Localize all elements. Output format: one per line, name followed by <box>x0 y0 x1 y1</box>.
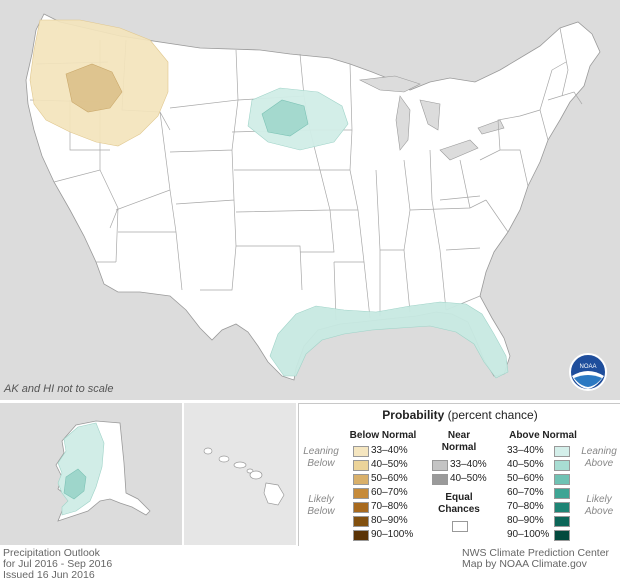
near-normal-label: 40–50% <box>450 473 487 484</box>
footer-right: NWS Climate Prediction Center Map by NOA… <box>462 548 609 570</box>
above-normal-label: 40–50% <box>507 459 544 470</box>
above-normal-33-40-gulf-coast <box>269 301 509 379</box>
noaa-logo-text: NOAA <box>579 364 596 370</box>
above-normal-label: 60–70% <box>507 487 544 498</box>
likely-below-label: Likely Below <box>301 494 341 518</box>
below-normal-label: 50–60% <box>371 473 408 484</box>
equal-chances-header-2: Chances <box>438 504 480 515</box>
above-normal-label: 90–100% <box>507 529 550 540</box>
hawaii-inset <box>184 403 296 545</box>
footer-left: Precipitation Outlook for Jul 2016 - Sep… <box>3 548 112 581</box>
near-normal-header-1: Near <box>447 430 471 441</box>
map-scale-note: AK and HI not to scale <box>4 383 114 395</box>
probability-legend: Probability (percent chance) Below Norma… <box>298 403 620 546</box>
leaning-below-word-1: Leaning <box>303 446 339 457</box>
above-normal-label: 70–80% <box>507 501 544 512</box>
legend-title-rest: (percent chance) <box>444 408 538 422</box>
below-normal-label: 80–90% <box>371 515 408 526</box>
leaning-below-label: Leaning Below <box>301 446 341 470</box>
near-normal-header-2: Normal <box>441 442 477 453</box>
legend-title: Probability (percent chance) <box>299 408 620 422</box>
above-normal-swatch <box>554 516 570 527</box>
below-normal-swatch <box>353 474 369 485</box>
below-normal-label: 70–80% <box>371 501 408 512</box>
below-normal-label: 60–70% <box>371 487 408 498</box>
below-normal-header: Below Normal <box>349 430 417 441</box>
legend-title-bold: Probability <box>382 408 445 422</box>
credit-cpc: NWS Climate Prediction Center <box>462 547 610 559</box>
below-normal-swatch <box>353 488 369 499</box>
above-normal-swatch <box>554 474 570 485</box>
alaska-map-svg <box>55 420 151 522</box>
below-normal-label: 40–50% <box>371 459 408 470</box>
above-normal-swatch <box>554 460 570 471</box>
above-normal-40-50-south-dakota <box>261 99 309 137</box>
equal-chances-swatch <box>452 521 468 532</box>
above-normal-header: Above Normal <box>509 430 577 441</box>
great-lakes <box>358 75 505 161</box>
above-normal-label: 80–90% <box>507 515 544 526</box>
hawaii-islands <box>203 447 285 506</box>
below-normal-40-50-oregon-idaho <box>65 63 123 113</box>
issued-date: Issued 16 Jun 2016 <box>3 569 95 581</box>
below-normal-swatch <box>353 530 369 541</box>
near-normal-label: 33–40% <box>450 459 487 470</box>
above-normal-label: 50–60% <box>507 473 544 484</box>
leaning-below-word-2: Below <box>307 458 335 469</box>
above-normal-swatch <box>554 446 570 457</box>
outlook-title: Precipitation Outlook <box>3 547 100 559</box>
below-normal-label: 33–40% <box>371 445 408 456</box>
equal-chances-header-1: Equal <box>445 492 473 503</box>
alaska-above-normal-40-50 <box>63 468 87 500</box>
below-normal-label: 90–100% <box>371 529 414 540</box>
likely-below-word-2: Below <box>307 506 335 517</box>
likely-below-word-1: Likely <box>308 494 334 505</box>
leaning-above-label: Leaning Above <box>579 446 619 470</box>
alaska-inset <box>0 403 182 545</box>
near-normal-swatch <box>432 460 448 471</box>
above-normal-swatch <box>554 488 570 499</box>
near-normal-swatch <box>432 474 448 485</box>
below-normal-swatch <box>353 502 369 513</box>
hawaii-map-svg <box>203 447 285 506</box>
above-normal-swatch <box>554 530 570 541</box>
us-map-svg: NOAA <box>25 13 607 391</box>
outlook-period: for Jul 2016 - Sep 2016 <box>3 558 113 570</box>
below-normal-swatch <box>353 446 369 457</box>
leaning-above-word-2: Above <box>584 458 614 469</box>
credit-map: Map by NOAA Climate.gov <box>462 558 587 570</box>
noaa-logo: NOAA <box>569 353 607 391</box>
leaning-above-word-1: Leaning <box>581 446 617 457</box>
above-normal-swatch <box>554 502 570 513</box>
likely-above-word-2: Above <box>584 506 614 517</box>
likely-above-word-1: Likely <box>586 494 612 505</box>
below-normal-swatch <box>353 460 369 471</box>
likely-above-label: Likely Above <box>579 494 619 518</box>
contiguous-us-map: NOAA AK and HI not to scale <box>0 0 620 400</box>
above-normal-label: 33–40% <box>507 445 544 456</box>
below-normal-swatch <box>353 516 369 527</box>
